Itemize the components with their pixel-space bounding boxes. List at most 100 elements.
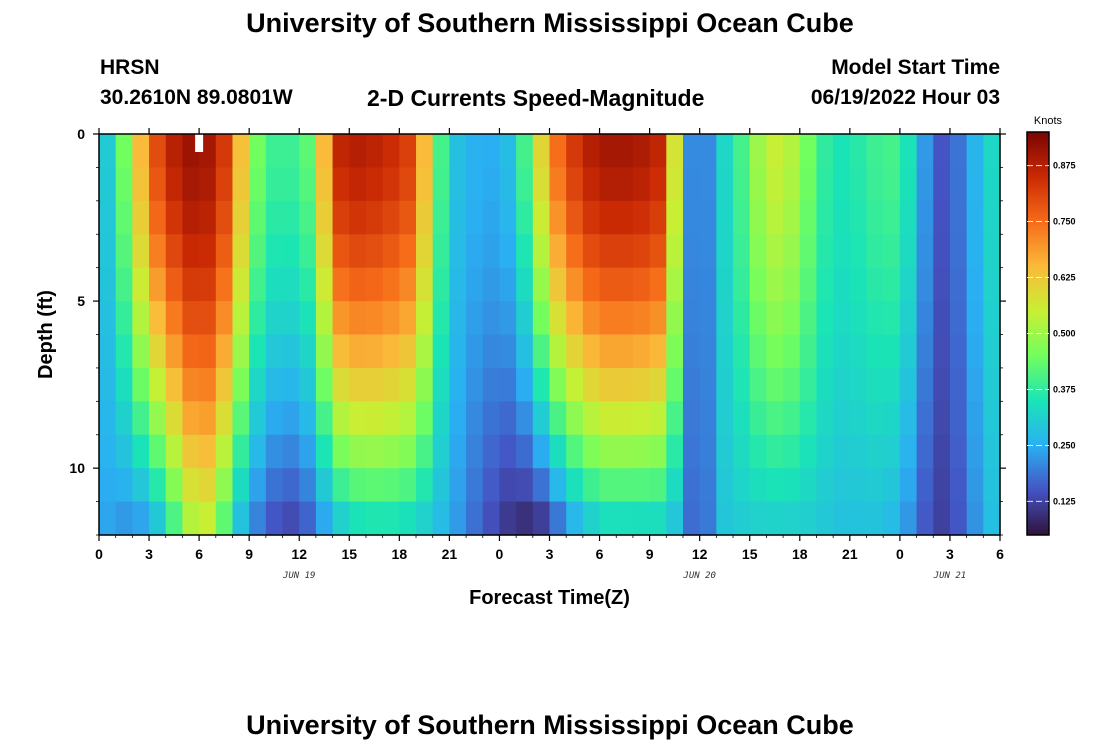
heatmap-cell (382, 134, 400, 169)
heatmap-cell (115, 434, 133, 469)
heatmap-cell (783, 234, 801, 269)
heatmap-cell (432, 301, 450, 336)
y-tick-label: 0 (77, 126, 85, 142)
heatmap-cell (966, 468, 984, 503)
heatmap-cell (816, 434, 834, 469)
heatmap-cell (916, 301, 934, 336)
heatmap-cell (933, 267, 951, 302)
heatmap-cell (499, 367, 517, 402)
heatmap-cell (399, 434, 417, 469)
heatmap-cell (482, 167, 501, 202)
heatmap-cell (966, 234, 984, 269)
heatmap-cell (783, 468, 801, 503)
x-tick-label: 15 (742, 546, 758, 562)
heatmap-cell (249, 401, 267, 436)
heatmap-cell (365, 367, 384, 402)
heatmap-cell (432, 167, 450, 202)
heatmap-cell (766, 334, 784, 369)
heatmap-cell (933, 134, 951, 169)
heatmap-cell (132, 501, 150, 536)
heatmap-cell (766, 234, 784, 269)
heatmap-cell (149, 200, 167, 235)
heatmap-cell (699, 301, 717, 336)
heatmap-cell (482, 334, 501, 369)
heatmap-cell (582, 468, 601, 503)
heatmap-cell (599, 334, 617, 369)
heatmap-cell (382, 501, 400, 536)
heatmap-cell (616, 401, 634, 436)
heatmap-cell (632, 134, 651, 169)
heatmap-cell (99, 468, 117, 503)
heatmap-cell (249, 468, 267, 503)
heatmap-cell (849, 134, 868, 169)
heatmap-cell (516, 501, 534, 536)
heatmap-cell (716, 468, 734, 503)
heatmap-cell (682, 301, 701, 336)
heatmap-cell (365, 200, 384, 235)
heatmap-cell (115, 267, 133, 302)
heatmap-cell (899, 401, 918, 436)
heatmap-cell (783, 267, 801, 302)
heatmap-cell (315, 301, 334, 336)
heatmap-cell (833, 200, 851, 235)
heatmap-cell (449, 334, 467, 369)
heatmap-cell (699, 434, 717, 469)
heatmap-cell (549, 267, 567, 302)
heatmap-cell (816, 301, 834, 336)
heatmap-cell (466, 267, 484, 302)
heatmap-cell (549, 200, 567, 235)
heatmap-cell (966, 367, 984, 402)
heatmap-cell (232, 167, 250, 202)
heatmap-cell (149, 267, 167, 302)
heatmap-cell (883, 434, 901, 469)
heatmap-cell (666, 434, 684, 469)
heatmap-cell (282, 401, 300, 436)
heatmap-cell (916, 468, 934, 503)
heatmap-cell (416, 501, 434, 536)
date-label: JUN 20 (682, 571, 716, 581)
heatmap-cell (716, 434, 734, 469)
heatmap-cell (833, 267, 851, 302)
heatmap-cell (215, 301, 234, 336)
heatmap-cell (749, 501, 768, 536)
heatmap-cell (866, 434, 884, 469)
heatmap-cell (115, 334, 133, 369)
heatmap-cell (99, 267, 117, 302)
heatmap-cell (733, 200, 751, 235)
heatmap-cell (933, 401, 951, 436)
x-tick-label: 3 (546, 546, 554, 562)
heatmap-cell (916, 134, 934, 169)
heatmap-cell (99, 134, 117, 169)
heatmap-cell (899, 301, 918, 336)
heatmap-cell (916, 267, 934, 302)
heatmap-cell (883, 234, 901, 269)
heatmap-cell (949, 401, 968, 436)
heatmap-cell (566, 334, 584, 369)
heatmap-cell (232, 301, 250, 336)
heatmap-cell (232, 267, 250, 302)
heatmap-cell (182, 501, 200, 536)
heatmap-cell (816, 234, 834, 269)
heatmap-cell (849, 501, 868, 536)
heatmap-cell (799, 367, 818, 402)
heatmap-cell (215, 134, 234, 169)
heatmap-cell (599, 434, 617, 469)
heatmap-cell (632, 234, 651, 269)
heatmap-cell (115, 134, 133, 169)
heatmap-cell (215, 200, 234, 235)
heatmap-cell (983, 334, 1001, 369)
heatmap-cell (616, 134, 634, 169)
heatmap-cell (582, 367, 601, 402)
heatmap-cell (299, 267, 317, 302)
heatmap-cell (783, 501, 801, 536)
heatmap-cell (682, 234, 701, 269)
heatmap-cell (883, 501, 901, 536)
heatmap-cell (99, 301, 117, 336)
heatmap-cell (949, 334, 968, 369)
x-tick-label: 18 (392, 546, 408, 562)
heatmap-cell (733, 334, 751, 369)
heatmap-cell (382, 401, 400, 436)
heatmap-cell (649, 267, 667, 302)
date-label: JUN 19 (282, 571, 316, 581)
heatmap-cell (599, 234, 617, 269)
